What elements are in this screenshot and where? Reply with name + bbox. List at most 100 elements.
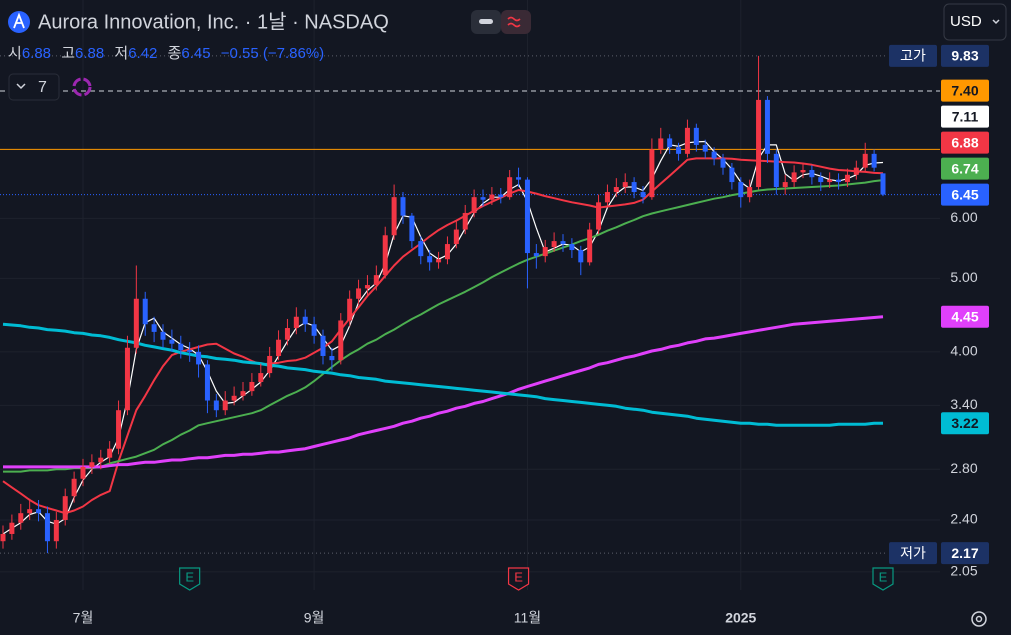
change-value: −0.55 (−7.86%) bbox=[221, 45, 324, 62]
ohlc-legend: 시6.88 고6.88 저6.42 종6.45 −0.55 (−7.86%) bbox=[8, 45, 324, 62]
extreme-value: 9.83 bbox=[951, 48, 978, 64]
price-label-bg bbox=[941, 412, 989, 435]
loading-icon bbox=[72, 77, 92, 97]
candle-body bbox=[880, 173, 886, 195]
candle-body bbox=[507, 177, 513, 198]
candle-body bbox=[133, 298, 139, 348]
candle-body bbox=[302, 316, 308, 325]
price-label: 6.45 bbox=[951, 186, 978, 202]
candle-body bbox=[773, 153, 779, 188]
extreme-tag-bg bbox=[889, 542, 937, 565]
earnings-label: E bbox=[879, 569, 888, 584]
candle-body bbox=[622, 182, 628, 188]
price-label-bg bbox=[941, 105, 989, 128]
price-label: 7.11 bbox=[952, 108, 979, 124]
x-tick-label: 7월 bbox=[73, 610, 94, 626]
candle-body bbox=[596, 202, 602, 230]
price-label: 7.40 bbox=[951, 82, 978, 98]
candle-body bbox=[53, 519, 59, 542]
candle-body bbox=[818, 177, 824, 183]
price-axis: 6.00 5.00 4.00 3.40 2.80 2.40 2.05 7월 9월 11월 2025 3… bbox=[73, 44, 989, 626]
candle-body bbox=[542, 247, 548, 257]
extreme-tag-bg bbox=[889, 44, 937, 67]
candle-body bbox=[231, 395, 237, 401]
candle-body bbox=[836, 179, 842, 183]
candle-body bbox=[400, 197, 406, 216]
candle-body bbox=[267, 355, 273, 374]
candle-body bbox=[196, 351, 202, 365]
indicator-count: 7 bbox=[38, 79, 47, 96]
extreme-value-bg bbox=[941, 44, 989, 67]
candle-body bbox=[320, 335, 326, 356]
candle-body bbox=[409, 215, 415, 242]
candle-body bbox=[587, 229, 593, 263]
candle-body bbox=[436, 259, 442, 263]
candle-body bbox=[676, 147, 682, 154]
candle-body bbox=[80, 466, 86, 479]
settings-icon[interactable] bbox=[971, 611, 987, 627]
candle-body bbox=[71, 478, 77, 497]
low-label: 저 bbox=[114, 45, 128, 62]
y-tick-label: 2.40 bbox=[950, 511, 977, 527]
candle-body bbox=[853, 167, 859, 175]
open-label: 시 bbox=[8, 45, 22, 62]
candle-body bbox=[204, 364, 210, 401]
candle-body bbox=[240, 391, 246, 396]
compare-button[interactable] bbox=[501, 10, 531, 34]
candle-body bbox=[329, 355, 335, 361]
candle-body bbox=[142, 298, 148, 325]
candle-body bbox=[631, 182, 637, 193]
candle-body bbox=[667, 138, 673, 148]
candle-body bbox=[178, 343, 184, 351]
earnings-label: E bbox=[514, 569, 523, 584]
candle-body bbox=[560, 241, 566, 245]
candle-body bbox=[782, 182, 788, 188]
indicator-line bbox=[2, 322, 883, 427]
candle-body bbox=[453, 229, 459, 245]
close-label: 종 bbox=[168, 45, 182, 62]
price-label: 4.45 bbox=[951, 308, 978, 324]
candle-body bbox=[249, 381, 255, 392]
candle-body bbox=[258, 373, 264, 382]
candle-body bbox=[649, 149, 655, 198]
low-value: 6.42 bbox=[128, 45, 157, 62]
candle-body bbox=[9, 522, 15, 534]
toggle-icon bbox=[479, 19, 493, 24]
candle-body bbox=[747, 187, 753, 198]
price-label-bg bbox=[941, 305, 989, 328]
candle-body bbox=[640, 192, 646, 198]
candle-body bbox=[356, 288, 362, 299]
x-tick-label: 11월 bbox=[514, 610, 541, 626]
y-tick-label: 2.80 bbox=[950, 460, 977, 476]
candle-body bbox=[382, 235, 388, 276]
compare-icon bbox=[507, 16, 521, 28]
candle-body bbox=[844, 174, 850, 183]
candle-body bbox=[391, 197, 397, 236]
price-label-bg bbox=[941, 157, 989, 180]
currency-button[interactable] bbox=[943, 3, 1007, 41]
candle-body bbox=[658, 138, 664, 150]
high-value: 6.88 bbox=[75, 45, 104, 62]
y-tick-label: 5.00 bbox=[950, 269, 977, 285]
candle-body bbox=[124, 347, 130, 411]
candle-body bbox=[276, 339, 282, 356]
candle-body bbox=[418, 241, 424, 257]
candle-body bbox=[160, 331, 166, 340]
candle-body bbox=[187, 350, 193, 352]
candle-body bbox=[862, 153, 868, 168]
candle-body bbox=[533, 253, 539, 257]
candle-body bbox=[27, 509, 33, 514]
candle-body bbox=[702, 144, 708, 152]
price-label: 3.22 bbox=[951, 415, 978, 431]
indicator-toggle[interactable] bbox=[8, 73, 60, 101]
candle-body bbox=[711, 151, 717, 159]
indicator-line bbox=[2, 157, 884, 515]
candle-body bbox=[427, 256, 433, 263]
candle-body bbox=[684, 127, 690, 154]
price-label-bg bbox=[941, 79, 989, 102]
candle-body bbox=[213, 400, 219, 411]
